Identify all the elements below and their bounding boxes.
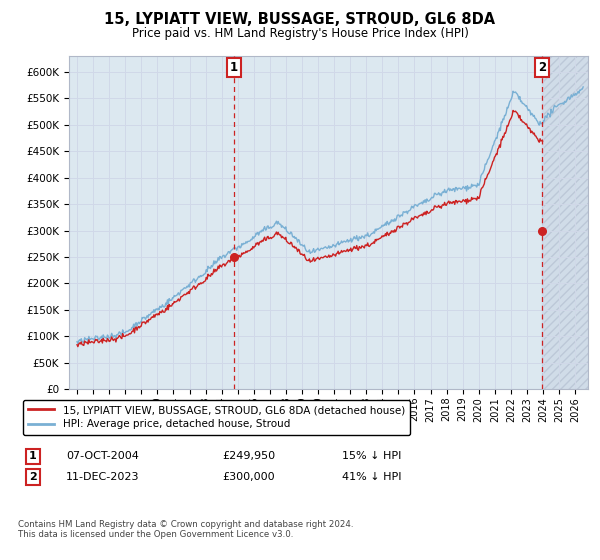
Text: 2: 2	[29, 472, 37, 482]
Text: 11-DEC-2023: 11-DEC-2023	[66, 472, 139, 482]
Text: 41% ↓ HPI: 41% ↓ HPI	[342, 472, 401, 482]
Text: 1: 1	[230, 61, 238, 74]
Text: Price paid vs. HM Land Registry's House Price Index (HPI): Price paid vs. HM Land Registry's House …	[131, 27, 469, 40]
Bar	[542, 56, 588, 389]
Text: 15, LYPIATT VIEW, BUSSAGE, STROUD, GL6 8DA: 15, LYPIATT VIEW, BUSSAGE, STROUD, GL6 8…	[104, 12, 496, 27]
Bar	[542, 56, 588, 389]
Text: 07-OCT-2004: 07-OCT-2004	[66, 451, 139, 461]
Text: £300,000: £300,000	[222, 472, 275, 482]
Legend: 15, LYPIATT VIEW, BUSSAGE, STROUD, GL6 8DA (detached house), HPI: Average price,: 15, LYPIATT VIEW, BUSSAGE, STROUD, GL6 8…	[23, 400, 410, 435]
Text: 2: 2	[538, 61, 546, 74]
Text: 1: 1	[29, 451, 37, 461]
Text: £249,950: £249,950	[222, 451, 275, 461]
Text: Contains HM Land Registry data © Crown copyright and database right 2024.
This d: Contains HM Land Registry data © Crown c…	[18, 520, 353, 539]
Text: 15% ↓ HPI: 15% ↓ HPI	[342, 451, 401, 461]
